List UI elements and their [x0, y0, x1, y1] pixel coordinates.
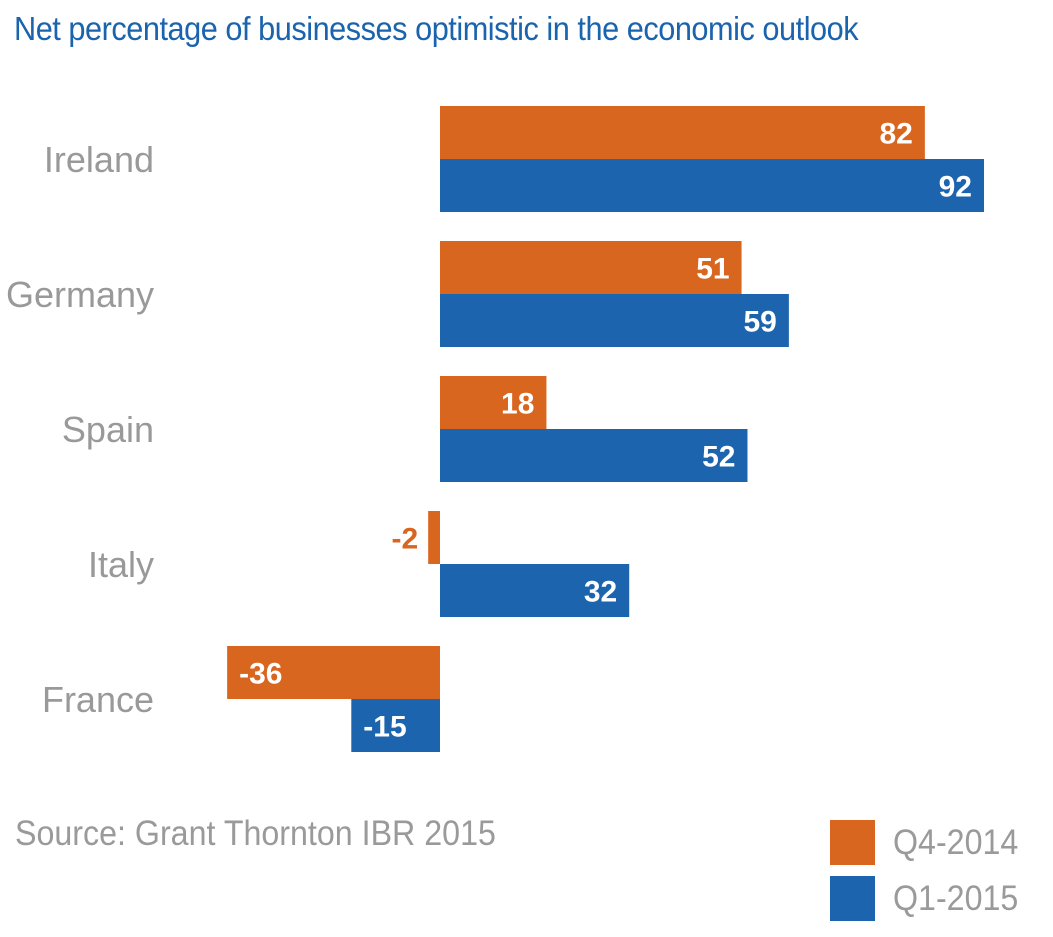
legend-swatch	[830, 820, 875, 865]
bar-q4-2014	[440, 106, 925, 159]
legend-item-q1-2015: Q1-2015	[830, 876, 1029, 921]
chart-title: Net percentage of businesses optimistic …	[14, 10, 859, 47]
data-label: 92	[939, 171, 972, 204]
data-label: 51	[696, 253, 729, 286]
bar-q1-2015	[440, 159, 984, 212]
bar-q4-2014	[227, 646, 440, 699]
data-label: -36	[239, 658, 282, 691]
bar-q4-2014	[428, 511, 440, 564]
legend-label: Q1-2015	[893, 878, 1019, 918]
data-label: 18	[501, 388, 534, 421]
bar-q4-2014	[440, 376, 547, 429]
bar-q1-2015	[440, 429, 748, 482]
data-label: -15	[363, 711, 406, 744]
bar-q1-2015	[440, 564, 630, 617]
category-label: Germany	[6, 274, 154, 315]
legend-item-q4-2014: Q4-2014	[830, 820, 1029, 865]
data-label: 52	[702, 441, 735, 474]
legend-label: Q4-2014	[893, 822, 1019, 862]
category-label: France	[42, 679, 154, 720]
category-label: Spain	[62, 409, 154, 450]
data-label: 32	[584, 576, 617, 609]
source-note: Source: Grant Thornton IBR 2015	[15, 814, 496, 853]
category-label: Ireland	[44, 139, 154, 180]
data-label: 82	[879, 118, 912, 151]
bar-q4-2014	[440, 241, 742, 294]
bar-q1-2015	[440, 294, 789, 347]
data-label: -2	[391, 523, 418, 556]
legend-swatch	[830, 876, 875, 921]
data-label: 59	[743, 306, 776, 339]
bar-q1-2015	[351, 699, 440, 752]
category-label: Italy	[88, 544, 154, 585]
